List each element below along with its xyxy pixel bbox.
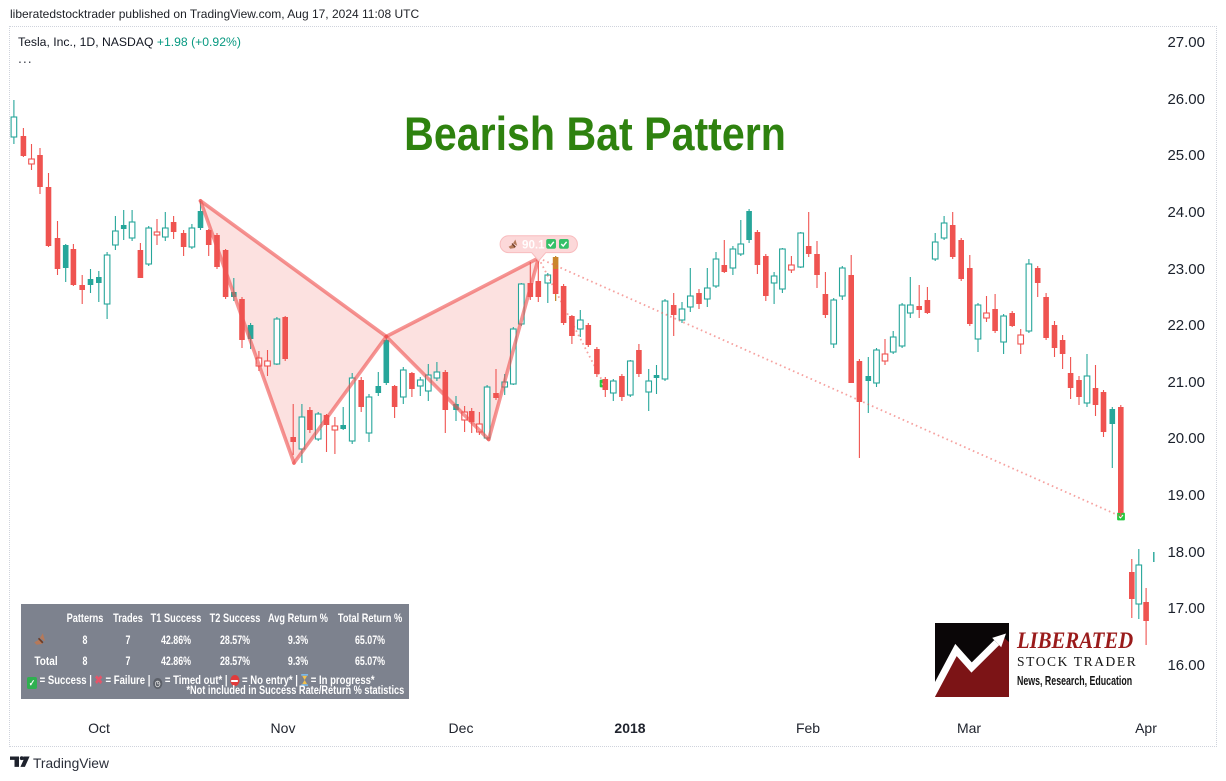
svg-text:90.1: 90.1 xyxy=(522,238,545,251)
